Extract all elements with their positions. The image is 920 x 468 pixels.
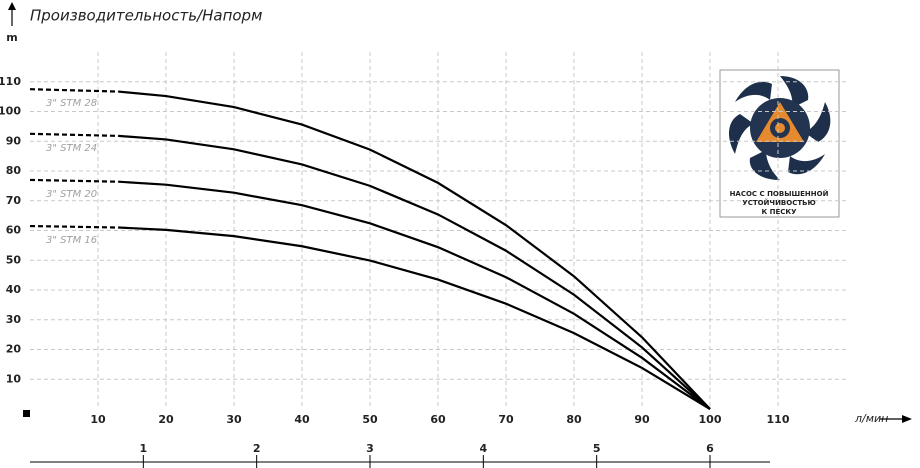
x-tick-label: 70 xyxy=(498,413,514,426)
y-tick-label: 80 xyxy=(6,164,22,177)
curve xyxy=(118,226,711,410)
curve-extrapolated xyxy=(29,88,119,93)
curve-extrapolated xyxy=(29,178,119,183)
axis-arrows xyxy=(8,2,912,463)
series-label: 3" STM 24 xyxy=(46,143,97,154)
x-tick-label: 90 xyxy=(634,413,650,426)
x-tick-label: 60 xyxy=(430,413,446,426)
x-tick-label: 30 xyxy=(226,413,242,426)
annotation: УСТОЙЧИВОСТЬЮ xyxy=(742,198,815,207)
series-label: 3" STM 20 xyxy=(46,189,97,200)
x2-tick-label: 4 xyxy=(480,442,488,455)
annotation: К ПЕСКУ xyxy=(761,208,797,216)
curve xyxy=(118,134,711,410)
y-tick-label: 90 xyxy=(6,134,22,147)
x-tick-label: 100 xyxy=(699,413,722,426)
info-box xyxy=(719,69,840,218)
x-tick-label: 80 xyxy=(566,413,582,426)
y-tick-label: 100 xyxy=(0,105,21,118)
x2-tick-label: 1 xyxy=(140,442,148,455)
x-tick-label: 50 xyxy=(362,413,378,426)
series-label: 3" STM 16 xyxy=(46,235,97,246)
curve-extrapolated xyxy=(29,132,119,137)
curve xyxy=(118,180,711,410)
curve xyxy=(118,90,711,410)
y-axis-label: m xyxy=(6,31,17,44)
x-axis-label: л/мин xyxy=(854,412,888,425)
x2-tick-label: 3 xyxy=(366,442,374,455)
series-label: 3" STM 28 xyxy=(46,98,97,109)
annotation: НАСОС С ПОВЫШЕННОЙ xyxy=(730,189,829,198)
curve-extrapolated xyxy=(29,224,119,229)
y-tick-label: 10 xyxy=(6,372,22,385)
x-tick-label: 10 xyxy=(90,413,106,426)
y-tick-label: 60 xyxy=(6,224,22,237)
x-tick-label: 20 xyxy=(158,413,174,426)
y-tick-label: 30 xyxy=(6,313,22,326)
x2-tick-label: 6 xyxy=(706,442,714,455)
x2-tick-label: 5 xyxy=(593,442,601,455)
y-tick-label: 70 xyxy=(6,194,22,207)
chart-title: Производительность/Напорм xyxy=(30,7,262,25)
x-tick-label: 110 xyxy=(767,413,790,426)
y-tick-label: 20 xyxy=(6,343,22,356)
x2-tick-label: 2 xyxy=(253,442,261,455)
x-tick-label: 40 xyxy=(294,413,310,426)
y-tick-label: 110 xyxy=(0,75,21,88)
y-tick-label: 50 xyxy=(6,253,22,266)
y-tick-label: 40 xyxy=(6,283,22,296)
